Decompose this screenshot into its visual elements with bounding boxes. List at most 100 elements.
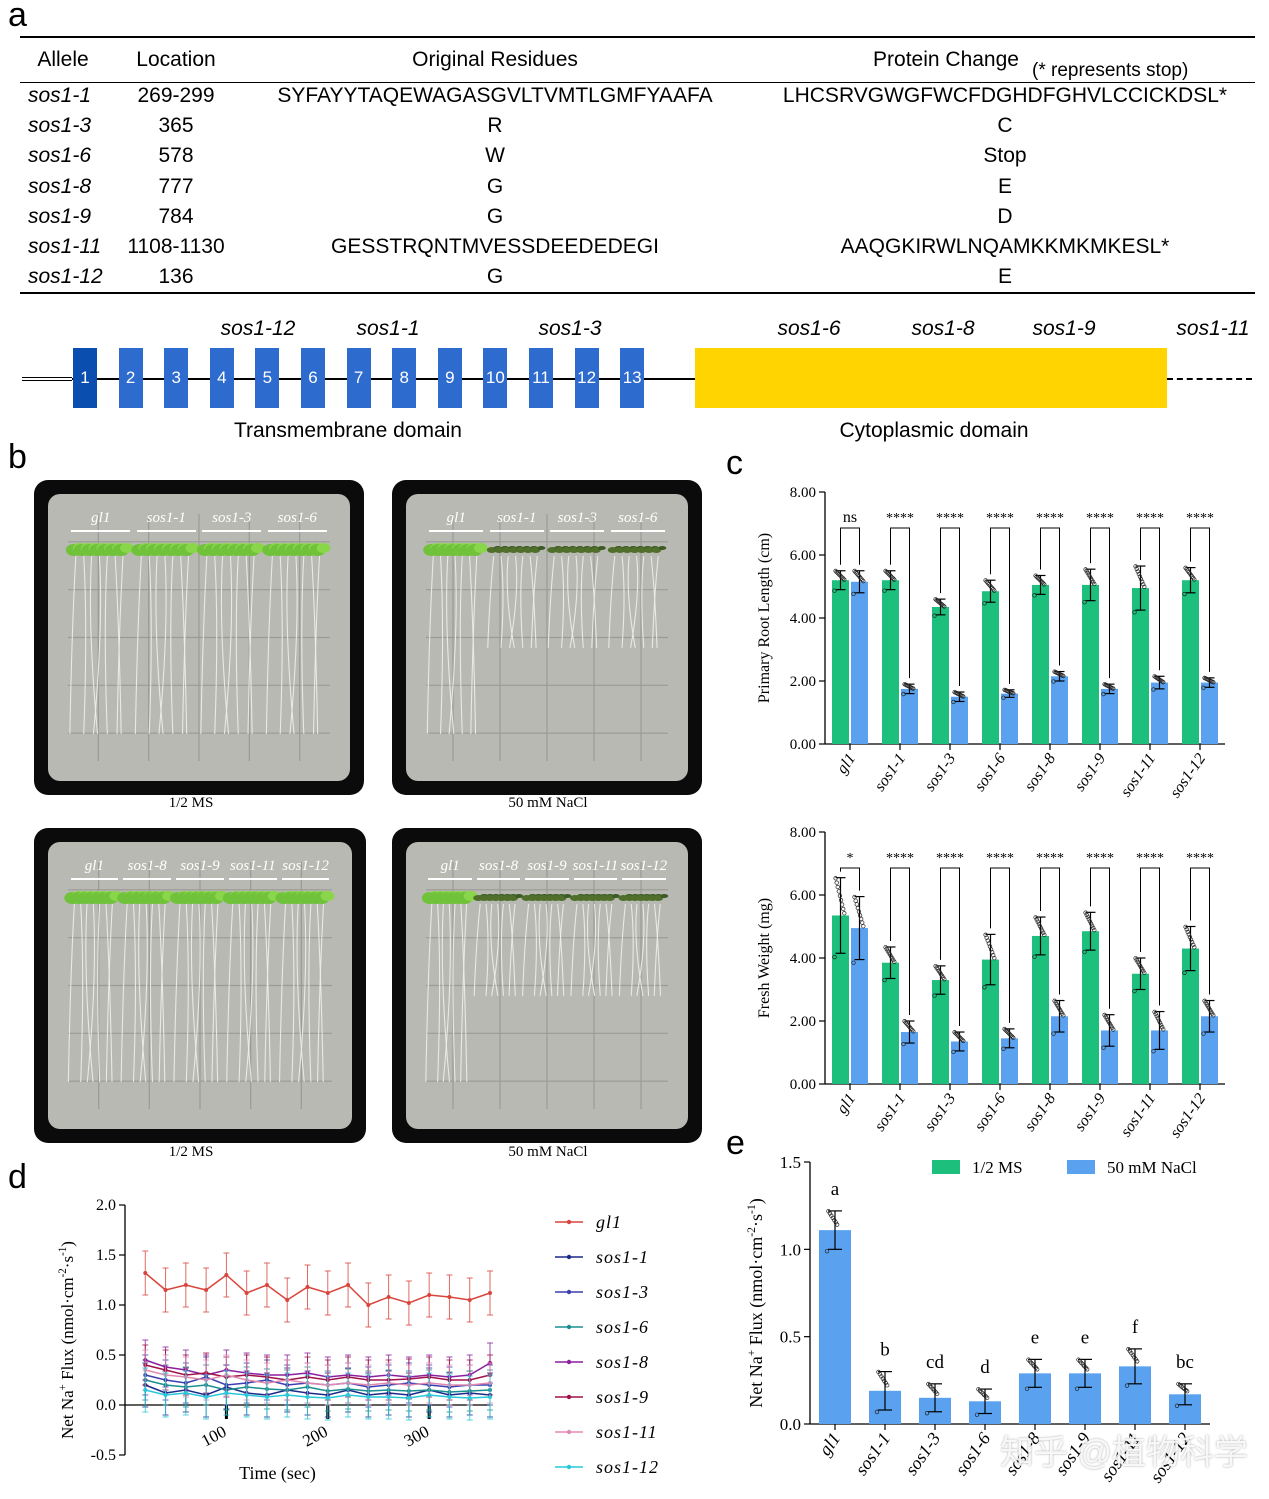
significance-label: **** [1036,511,1064,526]
bar [1151,682,1168,744]
genotype-underline [123,878,171,880]
x-tick-label: sos1-1 [851,1429,894,1479]
genotype-underline [428,878,472,880]
root-length-chart: 0.00 2.00 4.00 6.00 8.00 Primary Root Length … [756,485,1225,802]
genotype-label: sos1-11 [572,858,619,874]
x-tick-label: sos1-11 [1117,751,1159,801]
significance-label: **** [986,511,1014,526]
na-flux-time-chart: -0.5 0.0 0.5 1.0 1.5 2.0 100 200 300 Time (sec) Ne… [57,1197,658,1484]
bar [1082,584,1099,744]
bar [982,591,999,744]
genotype-underline [489,530,544,532]
y-axis-label: Net Na+ Flux (nmol·cm-2·s-1) [745,1198,767,1408]
mutation-label: sos1-1 [356,317,420,340]
plate-grid [421,862,669,1109]
watermark: 知乎 @植物科学 [1000,1434,1248,1472]
table-header-rule [20,82,1255,83]
bar [851,581,868,744]
row-location: 784 [158,204,194,228]
genotype-label: sos1-8 [479,858,519,874]
y-tick-label: 1.0 [780,1240,801,1259]
mutation-label: sos1-6 [777,317,841,340]
panel-label-d: d [8,1158,27,1196]
significance-label: **** [986,851,1014,866]
y-axis-label: Primary Root Length (cm) [756,533,773,703]
genotype-underline [622,878,666,880]
row-original: G [486,204,504,228]
genotype-underline [136,530,196,532]
agar-plate-bottom-right: gl1 sos1-8 sos1-9 sos1-11 sos1-12 [392,828,702,1143]
bar [1151,1030,1168,1084]
series-line [145,1359,491,1378]
x-tick-label: sos1-3 [921,1091,959,1135]
panel-label-c: c [726,444,743,482]
y-tick-label: 6.00 [790,888,816,904]
row-location: 269-299 [137,84,215,107]
bar [901,688,918,744]
x-tick-label: sos1-11 [1117,1091,1159,1141]
genotype-underline [476,878,521,880]
row-original: R [487,114,503,138]
exon-10: 10 [483,348,508,408]
genotype-underline [267,530,327,532]
y-tick-label: 0.00 [790,1077,816,1093]
genotype-underline [70,878,119,880]
row-allele: sos1-11 [28,235,102,258]
genotype-label: gl1 [446,510,466,526]
y-tick-label: 4.00 [790,611,816,627]
row-original: GESSTRQNTMVESSDEEDEDEGI [331,235,659,258]
y-tick-label: 0.5 [96,1347,116,1364]
genotype-label: sos1-11 [230,858,276,874]
exon-7: 7 [346,348,371,408]
y-tick-label: 0.00 [790,737,816,753]
genotype-underline [429,530,484,532]
significance-label: **** [1086,851,1114,866]
exon-1: 1 [73,348,97,408]
genotype-underline [202,530,262,532]
agar-surface [406,842,688,1129]
y-tick-label: 2.00 [790,1014,816,1030]
y-tick-label: -0.5 [91,1447,116,1464]
bar [1201,682,1218,744]
exon-9: 9 [437,348,462,408]
y-tick-label: 4.00 [790,951,816,967]
row-location: 1108-1130 [127,235,225,258]
bar [1132,588,1149,744]
na-flux-bar-chart: 0.0 0.5 1.0 1.5 Net Na+ Flux (nmol·cm-2·s-1)… [745,1153,1210,1486]
x-tick-label: sos1-3 [901,1429,944,1479]
mutation-label: sos1-12 [220,317,296,340]
row-allele: sos1-6 [28,144,92,168]
bar [882,580,899,744]
plate-caption: 1/2 MS [168,795,214,811]
significance-label: **** [886,511,914,526]
row-protein: Stop [983,144,1027,168]
x-tick-label: sos1-12 [1167,751,1209,802]
x-tick-label: 300 [401,1422,432,1451]
genotype-underline [573,878,618,880]
group-letter: f [1132,1317,1139,1338]
row-original: G [486,174,504,198]
legend-label: sos1-11 [596,1422,658,1442]
significance-label: ns [843,509,857,526]
bar [882,962,899,1084]
y-axis-label: Net Na+ Flux (nmol·cm-2·s-1) [57,1241,77,1439]
header-protein: Protein Change [873,48,1019,71]
header-location: Location [136,48,216,71]
legend-label: sos1-9 [596,1387,649,1407]
exon-4: 4 [209,348,234,408]
x-axis-label: Time (sec) [239,1463,316,1484]
x-tick-label: sos1-3 [921,751,959,795]
y-tick-label: 2.00 [790,674,816,690]
legend-swatch [932,1160,960,1174]
x-tick-label: sos1-6 [951,1429,994,1479]
y-tick-label: 2.0 [96,1197,116,1214]
row-protein: E [997,265,1013,289]
plate-caption: 1/2 MS [168,1144,214,1160]
header-note: (* represents stop) [1032,60,1189,81]
genotype-label: sos1-1 [497,510,537,526]
significance-label: **** [1086,511,1114,526]
y-tick-label: 1.5 [96,1247,116,1264]
bar [1001,693,1018,744]
mutation-label: sos1-8 [911,317,975,340]
row-location: 578 [158,144,194,168]
